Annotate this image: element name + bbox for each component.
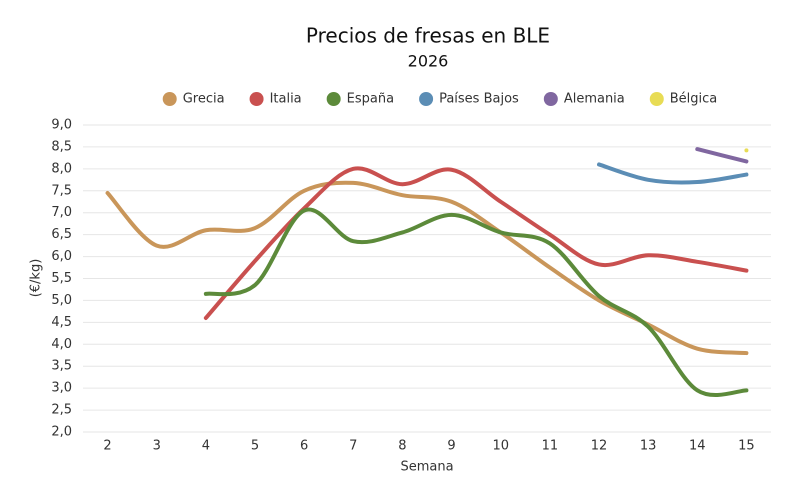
legend-label: Grecia (183, 92, 225, 107)
y-tick-label: 6,5 (51, 227, 72, 242)
y-tick-label: 6,0 (51, 249, 72, 264)
x-tick-label: 11 (542, 439, 559, 454)
y-axis-title: (€/kg) (29, 259, 44, 298)
y-tick-label: 8,0 (51, 161, 72, 176)
legend-label: Bélgica (670, 92, 718, 107)
x-tick-label: 7 (349, 439, 357, 454)
line (695, 147, 749, 164)
x-tick-label: 6 (300, 439, 308, 454)
y-tick-label: 4,0 (51, 337, 72, 352)
line (597, 162, 749, 185)
x-tick-label: 8 (398, 439, 406, 454)
x-tick-label: 5 (251, 439, 259, 454)
y-tick-label: 2,0 (51, 425, 72, 440)
line (203, 207, 749, 397)
x-tick-label: 3 (153, 439, 161, 454)
x-tick-label: 12 (591, 439, 608, 454)
legend-marker (249, 92, 264, 106)
y-tick-label: 9,0 (51, 118, 72, 133)
legend-label: Italia (270, 92, 302, 107)
legend-label: Países Bajos (439, 92, 519, 107)
x-tick-label: 9 (447, 439, 455, 454)
y-tick-label: 4,5 (51, 315, 72, 330)
x-tick-label: 14 (689, 439, 706, 454)
x-tick-label: 10 (492, 439, 509, 454)
y-tick-label: 7,0 (51, 205, 72, 220)
y-tick-label: 7,5 (51, 183, 72, 198)
chart-title: Precios de fresas en BLE (306, 24, 550, 48)
y-tick-label: 5,0 (51, 293, 72, 308)
legend-marker (326, 92, 341, 106)
legend-label: España (347, 92, 394, 107)
legend-marker (649, 92, 664, 106)
legend-marker (543, 92, 558, 106)
x-tick-label: 4 (202, 439, 210, 454)
x-tick-label: 2 (103, 439, 111, 454)
y-tick-label: 3,5 (51, 359, 72, 374)
y-tick-label: 2,5 (51, 403, 72, 418)
x-axis-title: Semana (400, 460, 453, 475)
y-tick-label: 3,0 (51, 381, 72, 396)
x-tick-label: 13 (640, 439, 657, 454)
line-point (744, 148, 749, 153)
legend-label: Alemania (564, 92, 625, 107)
x-tick-label: 15 (738, 439, 755, 454)
y-tick-label: 5,5 (51, 271, 72, 286)
legend-marker (162, 92, 177, 106)
legend-marker (419, 92, 434, 106)
chart-subtitle: 2026 (408, 52, 449, 71)
y-tick-label: 8,5 (51, 139, 72, 154)
